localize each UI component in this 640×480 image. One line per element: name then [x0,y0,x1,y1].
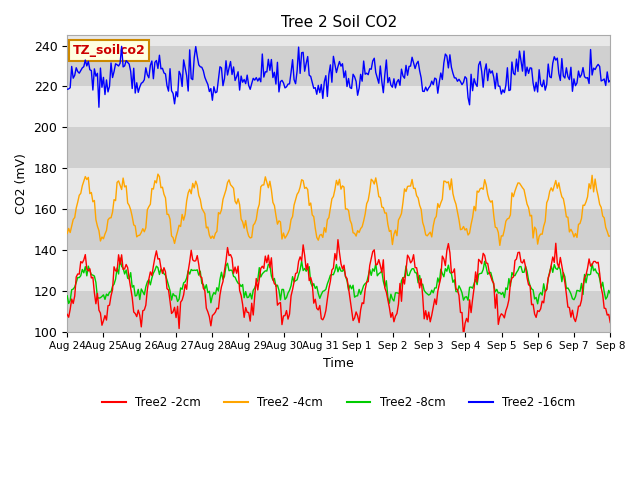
Title: Tree 2 Soil CO2: Tree 2 Soil CO2 [280,15,397,30]
Bar [67,127,611,168]
Bar [67,291,611,332]
Bar [67,46,611,86]
Text: TZ_soilco2: TZ_soilco2 [72,44,145,57]
X-axis label: Time: Time [323,357,354,370]
Bar [67,209,611,250]
Y-axis label: CO2 (mV): CO2 (mV) [15,153,28,214]
Legend: Tree2 -2cm, Tree2 -4cm, Tree2 -8cm, Tree2 -16cm: Tree2 -2cm, Tree2 -4cm, Tree2 -8cm, Tree… [97,391,580,413]
